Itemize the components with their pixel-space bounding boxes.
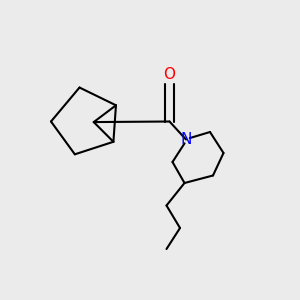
Text: N: N [180, 132, 192, 147]
Text: O: O [164, 67, 175, 82]
